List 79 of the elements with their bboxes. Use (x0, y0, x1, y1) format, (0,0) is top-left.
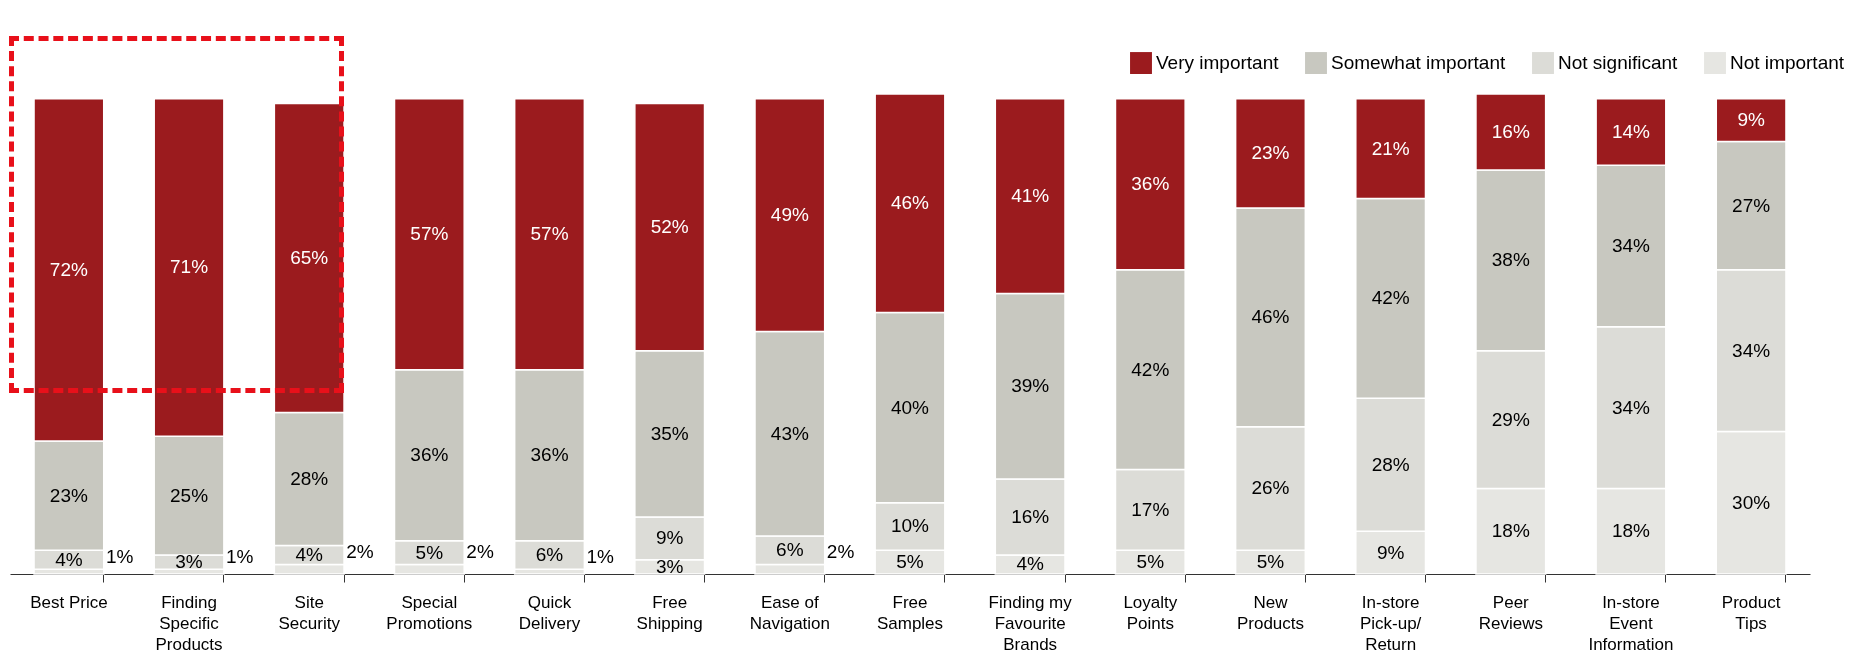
data-label: 39% (1011, 375, 1050, 397)
data-label: 5% (1136, 551, 1165, 573)
data-label: 43% (770, 422, 809, 444)
data-label: 16% (1011, 505, 1050, 527)
x-tick-label: In-store Event Information (1588, 592, 1674, 650)
data-label: 16% (1491, 121, 1530, 143)
data-label: 46% (890, 192, 930, 214)
data-label: 4% (295, 543, 324, 565)
data-label: 5% (896, 551, 924, 573)
data-label: 36% (410, 444, 449, 466)
data-label: 3% (655, 555, 684, 577)
x-tick-label: Free Shipping (636, 592, 703, 633)
data-label: 1% (226, 546, 254, 568)
legend-label: Not important (1730, 52, 1845, 74)
data-label: 42% (1371, 287, 1410, 309)
data-label: 41% (1011, 185, 1050, 207)
x-tick-label: Best Price (30, 592, 108, 612)
x-tick-label: Site Security (278, 592, 341, 633)
data-label: 29% (1491, 408, 1530, 430)
data-label: 36% (530, 444, 569, 466)
data-label: 5% (415, 541, 444, 563)
data-label: 2% (826, 541, 855, 563)
data-label: 9% (1376, 541, 1405, 563)
data-label: 2% (466, 541, 494, 563)
data-label: 57% (410, 223, 449, 245)
legend-label: Very important (1156, 52, 1280, 74)
data-label: 46% (1251, 306, 1290, 328)
data-label: 38% (1491, 249, 1530, 271)
data-label: 6% (776, 539, 804, 561)
data-label: 72% (49, 258, 88, 280)
data-label: 18% (1491, 520, 1530, 542)
x-tick-label: Product Tips (1721, 592, 1781, 633)
x-tick-label: In-store Pick-up/Return (1359, 592, 1422, 650)
data-label: 30% (1732, 491, 1771, 513)
data-label: 34% (1732, 339, 1771, 361)
data-label: 23% (1251, 142, 1290, 164)
data-label: 34% (1611, 396, 1651, 418)
data-label: 25% (170, 484, 209, 506)
x-tick-label: Special Promotions (386, 592, 473, 633)
data-label: 1% (586, 546, 615, 568)
x-tick-label: Peer Reviews (1478, 592, 1543, 633)
data-label: 6% (535, 543, 564, 565)
data-label: 9% (655, 527, 684, 549)
x-tick-label: Finding Specific Products (155, 592, 223, 650)
data-label: 27% (1732, 194, 1771, 216)
data-label: 36% (1131, 173, 1170, 195)
data-label: 34% (1611, 235, 1651, 257)
data-label: 35% (650, 422, 689, 444)
data-label: 5% (1256, 551, 1285, 573)
x-tick-label: New Products (1236, 592, 1305, 633)
data-label: 10% (890, 515, 930, 537)
x-tick-label: Free Samples (876, 592, 944, 633)
data-label: 28% (1371, 453, 1410, 475)
data-label: 26% (1251, 477, 1290, 499)
data-label: 18% (1611, 520, 1651, 542)
data-label: 21% (1371, 137, 1410, 159)
data-label: 14% (1611, 121, 1651, 143)
x-tick-label: Loyalty Points (1123, 592, 1178, 633)
data-label: 9% (1737, 109, 1765, 131)
data-label: 3% (175, 551, 203, 573)
data-label: 17% (1131, 498, 1170, 520)
legend-label: Somewhat important (1331, 52, 1506, 74)
x-tick-label: Quick Delivery (518, 592, 581, 633)
data-label: 71% (170, 256, 209, 278)
data-label: 4% (1016, 553, 1044, 575)
data-label: 65% (290, 246, 329, 268)
x-tick-label: Ease of Navigation (749, 592, 830, 633)
data-label: 2% (346, 541, 374, 563)
data-label: 40% (890, 396, 930, 418)
data-label: 1% (105, 546, 134, 568)
data-label: 4% (55, 548, 83, 570)
data-label: 49% (770, 204, 809, 226)
x-tick-label: Finding my Favourite Brands (988, 592, 1073, 650)
data-label: 52% (650, 216, 689, 238)
legend-label: Not significant (1558, 52, 1679, 74)
data-label: 28% (290, 467, 329, 489)
data-label: 42% (1131, 358, 1170, 380)
data-label: 57% (530, 223, 569, 245)
data-label: 23% (49, 484, 88, 506)
